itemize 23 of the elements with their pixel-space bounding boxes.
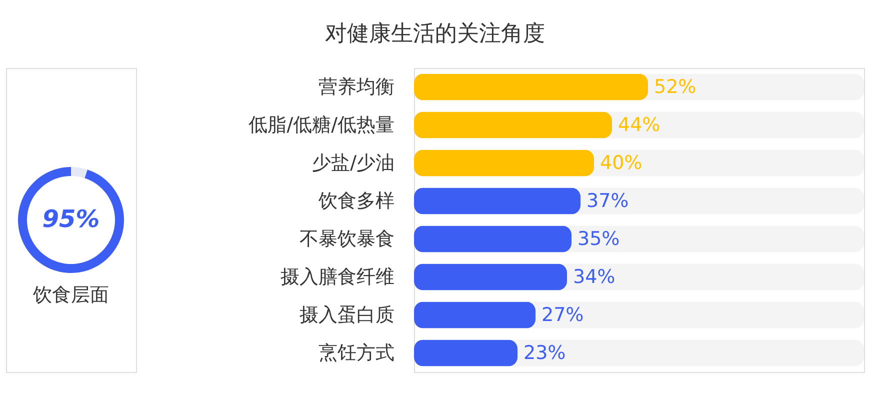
donut-slice: [18, 167, 124, 273]
data-label: 95%: [42, 205, 100, 233]
bar: [414, 302, 536, 328]
data-label: 34%: [573, 266, 616, 288]
y-tick-label: 饮食多样: [318, 190, 394, 212]
y-tick-label: 少盐/少油: [312, 152, 394, 174]
data-label: 27%: [542, 304, 584, 326]
y-tick-label: 烹饪方式: [318, 342, 394, 364]
data-label: 40%: [600, 152, 642, 174]
y-tick-label: 低脂/低糖/低热量: [248, 114, 394, 136]
chart-title: 对健康生活的关注角度: [325, 22, 545, 46]
data-label: 52%: [654, 76, 696, 98]
y-tick-label: 摄入蛋白质: [300, 304, 394, 326]
data-label: 35%: [578, 228, 620, 250]
y-tick-label: 营养均衡: [318, 76, 394, 98]
donut-slice: [71, 167, 88, 178]
data-label: 37%: [586, 190, 629, 212]
data-label: 44%: [618, 114, 660, 136]
slice-label: 饮食层面: [32, 284, 109, 306]
y-tick-label: 不暴饮暴食: [300, 228, 394, 250]
data-label: 23%: [524, 342, 566, 364]
bar: [414, 340, 518, 366]
y-tick-label: 摄入膳食纤维: [280, 266, 394, 288]
